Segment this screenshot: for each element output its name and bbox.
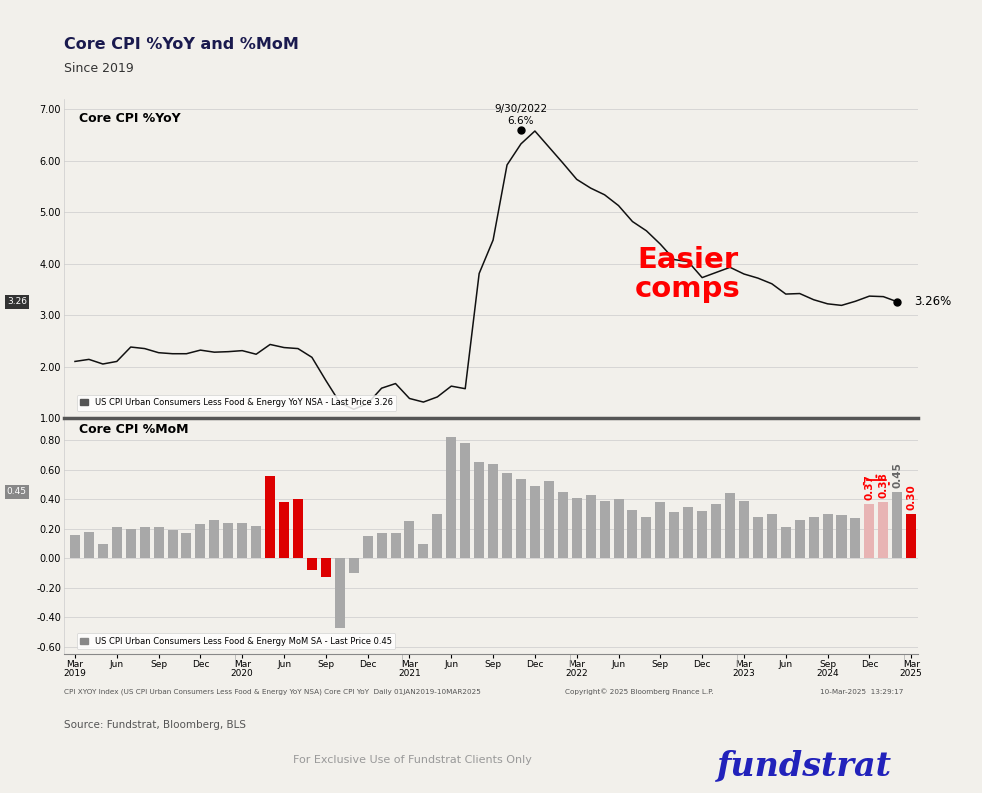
Text: 0.30: 0.30 <box>906 485 916 510</box>
Bar <box>725 493 736 558</box>
Bar <box>168 531 178 558</box>
Bar <box>572 498 581 558</box>
Bar <box>321 558 331 577</box>
Text: 0.45: 0.45 <box>893 462 902 488</box>
Bar <box>585 495 596 558</box>
Text: Since 2019: Since 2019 <box>64 63 134 75</box>
Bar <box>767 514 777 558</box>
Bar <box>906 514 916 558</box>
Text: Core CPI %YoY and %MoM: Core CPI %YoY and %MoM <box>64 36 299 52</box>
Bar <box>544 481 554 558</box>
Bar <box>738 500 749 558</box>
Text: Core CPI %YoY: Core CPI %YoY <box>80 112 181 125</box>
Bar <box>139 527 149 558</box>
Legend: US CPI Urban Consumers Less Food & Energy MoM SA - Last Price 0.45: US CPI Urban Consumers Less Food & Energ… <box>77 634 395 649</box>
Bar <box>781 527 791 558</box>
Bar <box>502 473 512 558</box>
Bar <box>265 476 275 558</box>
Bar <box>641 517 651 558</box>
Bar <box>432 514 442 558</box>
Bar <box>753 517 763 558</box>
Bar <box>794 520 804 558</box>
Text: 0.45: 0.45 <box>7 488 27 496</box>
Text: 0.38: 0.38 <box>878 473 889 499</box>
Bar <box>878 502 889 558</box>
Bar <box>112 527 122 558</box>
Bar <box>362 536 373 558</box>
Text: Copyright© 2025 Bloomberg Finance L.P.: Copyright© 2025 Bloomberg Finance L.P. <box>565 688 713 695</box>
Text: fundstrat: fundstrat <box>717 749 892 783</box>
Bar <box>808 517 819 558</box>
Bar <box>655 502 666 558</box>
Bar <box>823 514 833 558</box>
Bar <box>683 507 693 558</box>
Text: 9/30/2022
6.6%: 9/30/2022 6.6% <box>494 104 548 126</box>
Bar <box>670 512 680 558</box>
Text: 2020: 2020 <box>231 669 253 678</box>
Bar <box>83 531 94 558</box>
Bar <box>223 523 234 558</box>
Bar <box>182 533 191 558</box>
Bar <box>405 521 414 558</box>
Bar <box>126 529 136 558</box>
Text: For Exclusive Use of Fundstrat Clients Only: For Exclusive Use of Fundstrat Clients O… <box>293 755 532 765</box>
Bar <box>391 533 401 558</box>
Bar <box>893 492 902 558</box>
Bar <box>153 527 164 558</box>
Bar <box>558 492 568 558</box>
Bar <box>335 558 345 627</box>
Text: 10-Mar-2025  13:29:17: 10-Mar-2025 13:29:17 <box>820 689 903 695</box>
Text: 3.26%: 3.26% <box>914 295 952 308</box>
Bar <box>711 504 721 558</box>
Bar <box>209 520 219 558</box>
Bar <box>614 500 624 558</box>
Bar <box>70 534 80 558</box>
Text: 2023: 2023 <box>733 669 755 678</box>
Text: Core CPI %MoM: Core CPI %MoM <box>80 423 189 435</box>
Bar <box>627 510 637 558</box>
Bar <box>600 500 610 558</box>
Bar <box>293 500 303 558</box>
Bar <box>446 437 457 558</box>
Text: 2019: 2019 <box>64 669 86 678</box>
Bar <box>418 543 428 558</box>
Bar <box>837 515 846 558</box>
Text: 0.37: 0.37 <box>864 474 874 500</box>
Bar <box>238 523 247 558</box>
Bar <box>850 519 860 558</box>
Legend: US CPI Urban Consumers Less Food & Energy YoY NSA - Last Price 3.26: US CPI Urban Consumers Less Food & Energ… <box>77 395 396 411</box>
Text: Source: Fundstrat, Bloomberg, BLS: Source: Fundstrat, Bloomberg, BLS <box>64 720 246 730</box>
Bar <box>864 504 874 558</box>
Text: 2024: 2024 <box>816 669 839 678</box>
Text: CPI XYOY Index (US CPI Urban Consumers Less Food & Energy YoY NSA) Core CPI YoY : CPI XYOY Index (US CPI Urban Consumers L… <box>64 689 481 695</box>
Bar <box>279 502 289 558</box>
Bar <box>530 486 540 558</box>
Text: 2025: 2025 <box>900 669 922 678</box>
Bar <box>697 511 707 558</box>
Bar <box>461 443 470 558</box>
Text: 2022: 2022 <box>566 669 588 678</box>
Text: 3.26: 3.26 <box>7 297 27 306</box>
Bar <box>488 464 498 558</box>
Text: Easier
comps: Easier comps <box>634 246 740 303</box>
Text: 2021: 2021 <box>398 669 421 678</box>
Bar <box>98 543 108 558</box>
Bar <box>307 558 317 570</box>
Bar <box>349 558 358 573</box>
Bar <box>474 462 484 558</box>
Bar <box>516 478 526 558</box>
Bar <box>195 524 205 558</box>
Bar <box>376 533 387 558</box>
Bar <box>251 526 261 558</box>
